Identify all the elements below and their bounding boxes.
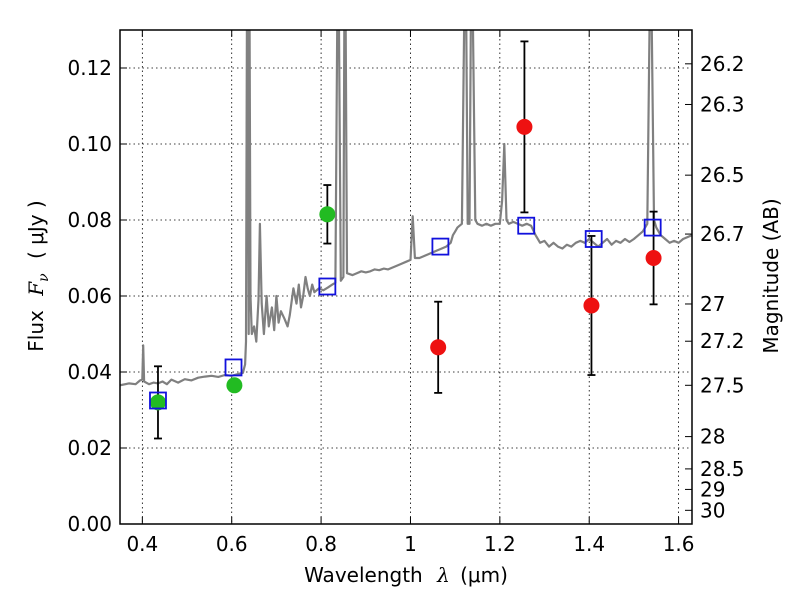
data-markers <box>149 40 662 440</box>
y2-tick-label: 30 <box>700 498 725 522</box>
x-tick-label: 1.4 <box>573 532 605 556</box>
x-axis-label-symbol: λ <box>436 563 450 587</box>
data-point-circle <box>583 297 600 314</box>
data-point-square <box>431 237 450 256</box>
y2-tick-label: 27 <box>700 292 725 316</box>
y-axis-label-text: Flux <box>24 310 48 352</box>
x-tick-label: 1 <box>404 532 417 556</box>
data-point-circle <box>226 377 243 394</box>
data-point-circle <box>645 250 662 266</box>
x-tick-label: 1.6 <box>663 532 695 556</box>
y2-tick-label: 27.5 <box>700 373 745 397</box>
data-point-square <box>584 230 603 248</box>
y-tick-label: 0.08 <box>67 208 112 232</box>
model-spectrum <box>120 30 692 387</box>
y2-tick-label: 26.5 <box>700 163 745 187</box>
y-tick-label: 0.00 <box>67 512 112 536</box>
data-point-circle <box>430 339 447 356</box>
x-axis-label-unit: (μm) <box>460 563 508 587</box>
x-tick-label: 0.8 <box>305 532 337 556</box>
grid-lines <box>120 30 692 525</box>
y-axis-label-subscript: ν <box>36 273 52 282</box>
y-tick-label: 0.12 <box>67 56 112 80</box>
data-point-square <box>224 358 243 377</box>
y-tick-label: 0.06 <box>67 284 112 308</box>
x-axis-label: Wavelength λ (μm) <box>304 563 508 587</box>
spectrum-line <box>120 30 692 387</box>
y2-tick-label: 28.5 <box>700 457 745 481</box>
x-axis-label-text: Wavelength <box>304 563 423 587</box>
data-point-square <box>149 391 167 410</box>
y-tick-label: 0.10 <box>67 132 112 156</box>
x-tick-label: 0.4 <box>126 532 158 556</box>
data-point-square <box>517 216 536 235</box>
y2-tick-label: 26.2 <box>700 52 745 76</box>
y2-axis-label: Magnitude (AB) <box>759 198 783 353</box>
y-tick-label: 0.02 <box>67 436 112 460</box>
y2-tick-label: 27.2 <box>700 329 745 353</box>
data-point-circle <box>516 118 533 135</box>
y-axis-label-unit: ( μJy ) <box>24 200 48 259</box>
axis-ticks: 0.4 0.6 0.8 1 1.2 1.4 1.6 0.00 0.02 0.04 0.06 0.08 0… <box>67 30 745 556</box>
data-point-square <box>318 277 337 296</box>
y-axis-label: Flux Fν ( μJy ) <box>24 200 53 351</box>
y2-tick-label: 26.7 <box>700 222 745 246</box>
y2-tick-label: 28 <box>700 425 725 449</box>
data-point-square <box>643 218 662 237</box>
y2-tick-label: 29 <box>700 477 725 501</box>
data-point-circle <box>319 206 336 223</box>
plot-frame <box>119 29 693 525</box>
data-point-circle <box>149 394 166 411</box>
y-axis-label-symbol: F <box>24 281 48 297</box>
x-tick-label: 0.6 <box>216 532 248 556</box>
y-tick-label: 0.04 <box>67 360 112 384</box>
x-tick-label: 1.2 <box>484 532 516 556</box>
y2-tick-label: 26.3 <box>700 92 745 116</box>
